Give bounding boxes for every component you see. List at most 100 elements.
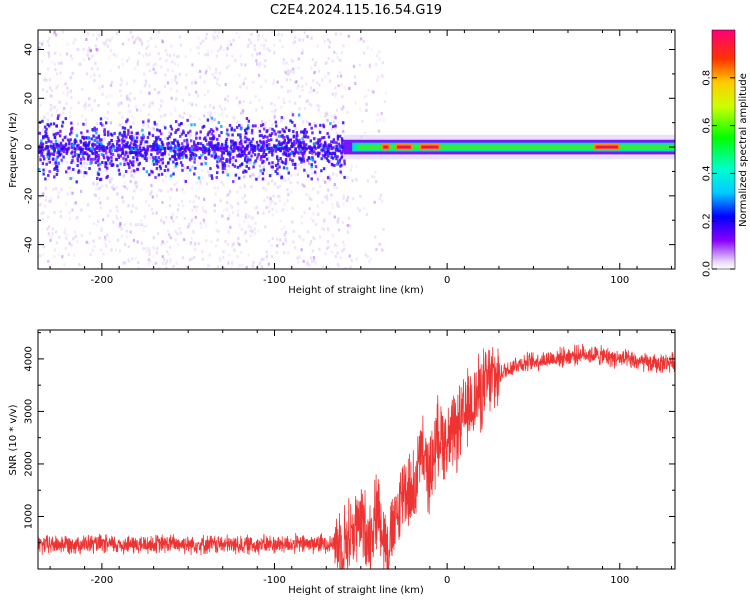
noise-cell <box>224 170 228 174</box>
noise-cell <box>129 170 132 174</box>
noise-cell <box>355 178 359 182</box>
noise-cell <box>205 238 208 242</box>
noise-cell <box>237 236 240 240</box>
band-cell <box>53 150 56 154</box>
noise-cell <box>184 166 187 170</box>
noise-cell <box>82 174 86 178</box>
band-cell <box>195 131 198 135</box>
noise-cell <box>153 247 156 251</box>
noise-cell <box>70 191 73 195</box>
band-cell <box>247 126 250 130</box>
noise-cell <box>258 261 261 265</box>
noise-cell <box>230 153 233 157</box>
noise-cell <box>312 236 315 240</box>
noise-cell <box>379 193 383 197</box>
band-cell <box>95 146 98 150</box>
band-cell <box>259 144 262 148</box>
band-cell <box>270 132 274 136</box>
noise-cell <box>57 190 60 194</box>
noise-cell <box>202 218 205 222</box>
band-cell <box>85 171 88 175</box>
band-cell <box>138 144 142 148</box>
noise-cell <box>105 168 108 172</box>
band-cell <box>44 133 47 137</box>
noise-cell <box>109 209 112 213</box>
band-cell <box>243 140 247 144</box>
band-cell <box>219 149 223 153</box>
noise-cell <box>130 174 133 178</box>
band-cell <box>250 148 253 152</box>
band-cell <box>331 156 335 160</box>
band-cell <box>102 153 105 157</box>
noise-cell <box>326 227 330 231</box>
band-cell <box>292 129 295 133</box>
noise-cell <box>267 182 270 186</box>
noise-cell <box>184 141 187 145</box>
band-cell <box>304 133 307 137</box>
noise-cell <box>179 114 182 118</box>
noise-cell <box>272 43 276 47</box>
snr-frame <box>37 329 676 570</box>
noise-cell <box>247 253 250 257</box>
noise-cell <box>65 233 68 237</box>
band-cell <box>129 146 132 150</box>
noise-cell <box>211 72 214 76</box>
noise-cell <box>42 128 45 132</box>
band-cell <box>52 133 56 137</box>
noise-cell <box>263 199 266 203</box>
band-cell <box>172 138 176 142</box>
spectrogram-x-label: Height of straight line (km) <box>288 285 424 296</box>
noise-cell <box>232 115 235 119</box>
band-cell <box>327 135 331 139</box>
band-cell <box>38 167 41 171</box>
noise-cell <box>78 48 81 52</box>
band-cell <box>199 142 203 146</box>
noise-cell <box>193 205 196 209</box>
band-cell <box>285 142 288 146</box>
band-cell <box>134 143 137 147</box>
band-cell <box>148 132 151 136</box>
noise-cell <box>156 123 159 127</box>
band-cell <box>169 144 173 148</box>
band-cell <box>232 142 235 146</box>
noise-cell <box>105 38 108 42</box>
noise-cell <box>110 83 113 87</box>
band-cell <box>290 144 293 148</box>
noise-cell <box>127 97 130 101</box>
noise-cell <box>129 180 132 184</box>
noise-cell <box>301 51 304 55</box>
noise-cell <box>245 213 248 217</box>
band-cell <box>66 138 70 142</box>
noise-cell <box>250 32 253 36</box>
band-cell <box>318 144 322 148</box>
noise-cell <box>199 133 202 137</box>
noise-cell <box>307 194 310 198</box>
noise-cell <box>121 58 124 62</box>
band-cell <box>301 130 305 134</box>
band-cell <box>50 146 53 150</box>
noise-cell <box>45 167 48 171</box>
noise-cell <box>381 200 384 204</box>
band-cell <box>248 142 252 146</box>
band-cell <box>50 140 53 144</box>
noise-cell <box>245 215 248 219</box>
noise-cell <box>50 88 53 92</box>
band-cell <box>334 144 337 148</box>
noise-cell <box>346 110 349 114</box>
noise-cell <box>340 83 344 87</box>
band-cell <box>310 149 314 153</box>
band-cell <box>180 122 183 126</box>
noise-cell <box>200 127 204 131</box>
band-cell <box>79 149 83 153</box>
noise-cell <box>190 220 193 224</box>
noise-cell <box>295 80 298 84</box>
noise-cell <box>258 98 261 102</box>
noise-cell <box>142 247 145 251</box>
band-cell <box>132 146 136 150</box>
band-cell <box>67 146 70 150</box>
noise-cell <box>139 219 143 223</box>
band-cell <box>293 142 296 146</box>
noise-cell <box>148 92 151 96</box>
band-cell <box>218 159 222 163</box>
noise-cell <box>63 107 66 111</box>
